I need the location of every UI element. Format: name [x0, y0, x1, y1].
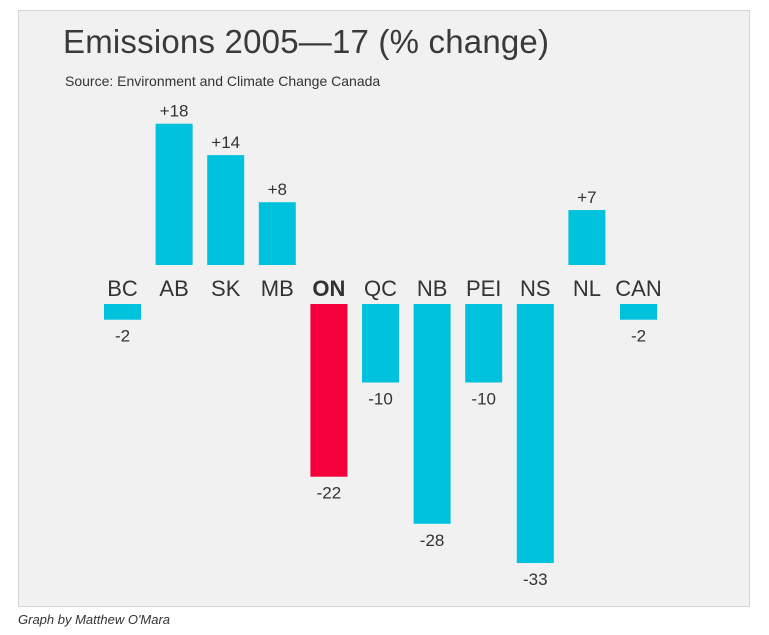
value-label-qc: -10: [368, 390, 393, 409]
value-label-bc: -2: [115, 327, 130, 346]
chart-title: Emissions 2005—17 (% change): [63, 23, 550, 60]
bar-nb: [413, 304, 451, 524]
category-label-ns: NS: [520, 276, 551, 301]
bar-mb: [258, 202, 296, 265]
category-label-nl: NL: [573, 276, 601, 301]
bar-ab: [155, 123, 193, 265]
value-label-ab: +18: [160, 102, 189, 121]
category-label-on: ON: [312, 276, 345, 301]
value-label-nb: -28: [420, 531, 445, 550]
chart-panel: Emissions 2005—17 (% change) Source: Env…: [18, 10, 750, 607]
category-label-ab: AB: [159, 276, 188, 301]
value-label-ns: -33: [523, 570, 548, 589]
value-label-nl: +7: [577, 188, 596, 207]
category-label-bc: BC: [107, 276, 138, 301]
bar-on: [310, 304, 348, 477]
category-label-sk: SK: [211, 276, 241, 301]
chart-subtitle: Source: Environment and Climate Change C…: [65, 73, 381, 89]
value-label-pei: -10: [471, 390, 496, 409]
value-label-on: -22: [317, 484, 342, 503]
bar-sk: [207, 155, 245, 265]
bar-bc: [104, 304, 141, 320]
value-label-mb: +8: [268, 180, 287, 199]
category-label-mb: MB: [261, 276, 294, 301]
category-label-can: CAN: [615, 276, 661, 301]
value-label-sk: +14: [211, 133, 240, 152]
bar-can: [620, 304, 657, 320]
bar-nl: [568, 210, 606, 265]
chart-credit: Graph by Matthew O'Mara: [18, 612, 171, 627]
value-label-can: -2: [631, 327, 646, 346]
bar-pei: [465, 304, 503, 383]
category-label-nb: NB: [417, 276, 448, 301]
bar-ns: [516, 304, 554, 564]
bar-chart: BC -2 AB +18 SK +14 MB +8 ON -22 QC -10 NB -28 PEI -10 N…: [104, 102, 662, 589]
category-label-qc: QC: [364, 276, 397, 301]
bar-qc: [362, 304, 399, 383]
category-label-pei: PEI: [466, 276, 501, 301]
